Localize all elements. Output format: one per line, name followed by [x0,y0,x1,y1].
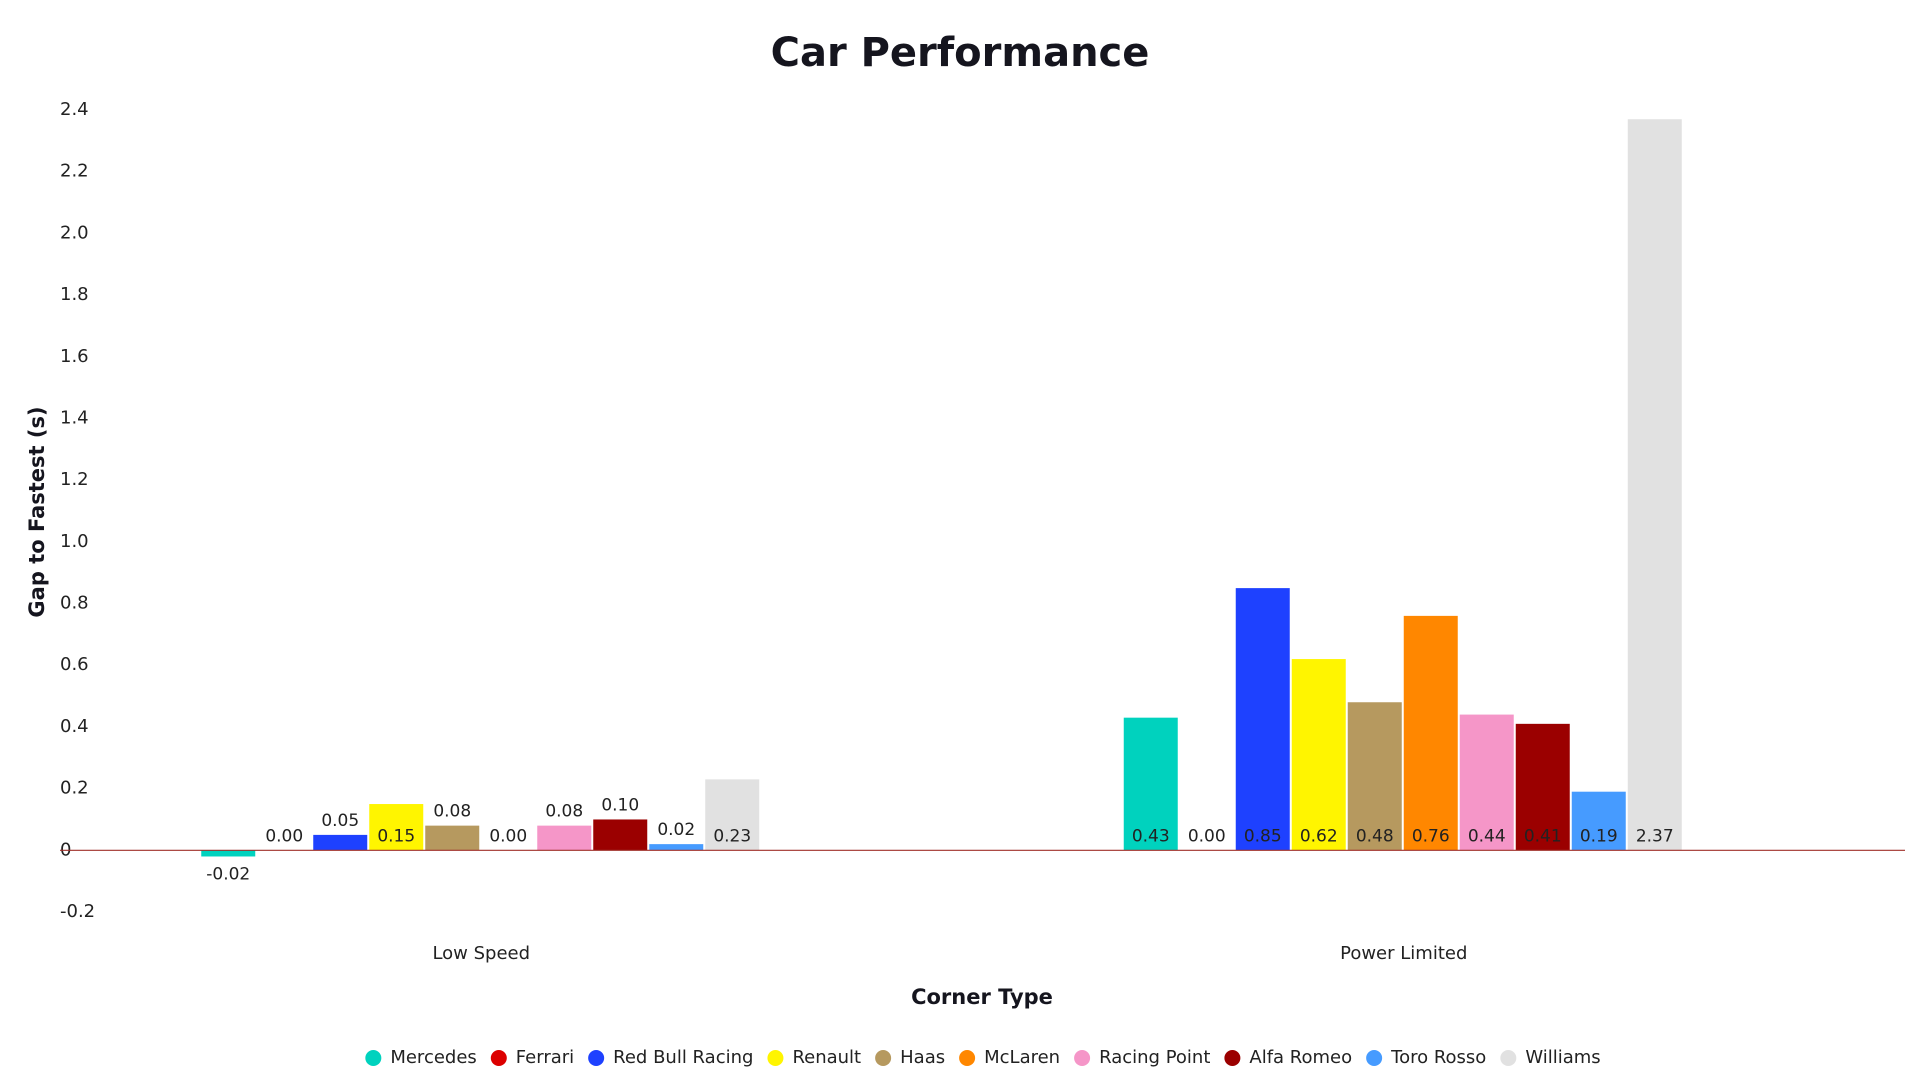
bar [1459,714,1514,851]
y-tick-label: 0.6 [60,654,89,675]
legend-label: Renault [792,1047,861,1068]
bar [1627,119,1682,851]
legend-marker [767,1050,784,1066]
legend: Mercedes Ferrari Red Bull Racing Renault Haa… [365,1047,1601,1068]
legend-marker [959,1050,976,1066]
bar [1571,791,1626,851]
value-label: -0.02 [206,864,250,884]
y-tick-label: 1.2 [60,469,89,490]
bar [425,825,480,851]
bar [1347,702,1402,851]
y-axis-title: Gap to Fastest (s) [25,406,49,617]
y-tick-label: 1.8 [60,284,89,305]
bar [313,834,368,851]
y-tick-label: -0.2 [60,901,95,922]
y-tick-label: 2.2 [60,161,89,182]
legend-label: Ferrari [516,1047,574,1068]
value-label: 0.44 [1468,826,1506,846]
bar [705,779,760,851]
value-label: 0.19 [1580,826,1618,846]
y-tick-label: 2.4 [60,99,89,120]
value-label: 0.05 [321,811,359,831]
bar [1235,588,1290,851]
legend-marker [875,1050,892,1066]
bar [201,850,256,857]
bar [649,844,704,851]
value-label: 0.43 [1132,826,1170,846]
bar [369,804,424,851]
value-label: 0.41 [1524,826,1562,846]
bar [1123,717,1178,851]
legend-marker [490,1050,507,1066]
value-label: 0.02 [657,820,695,840]
bar [1515,723,1570,851]
y-tick-label: 1.0 [60,531,89,552]
bar [537,825,592,851]
y-tick-label: 1.4 [60,407,89,428]
value-label: 0.08 [433,802,471,822]
value-label: 0.00 [1188,826,1226,846]
bar [593,819,648,851]
legend-marker [588,1050,605,1066]
value-label: 0.76 [1412,826,1450,846]
y-tick-label: 2.0 [60,222,89,243]
x-axis-title: Corner Type [911,985,1053,1009]
value-label: 0.62 [1300,826,1338,846]
legend-label: Red Bull Racing [613,1047,753,1068]
value-label: 0.48 [1356,826,1394,846]
bar [1291,659,1346,851]
value-label: 2.37 [1636,826,1674,846]
value-label: 0.10 [601,795,639,815]
value-label: 0.08 [545,802,583,822]
value-label: 0.23 [713,826,751,846]
y-tick-label: 0.8 [60,593,89,614]
bar [1403,615,1458,851]
legend-label: Haas [900,1047,945,1068]
legend-label: Mercedes [390,1047,476,1068]
legend-label: Toro Rosso [1390,1047,1486,1068]
x-tick-label: Low Speed [432,943,530,964]
legend-label: Alfa Romeo [1249,1047,1352,1068]
value-label: 0.00 [265,826,303,846]
x-tick-label: Power Limited [1340,943,1467,964]
value-label: 0.15 [377,826,415,846]
value-label: 0.85 [1244,826,1282,846]
legend-marker [1500,1050,1517,1066]
legend-marker [1366,1050,1383,1066]
legend-label: Williams [1525,1047,1600,1068]
legend-marker [365,1050,382,1066]
legend-label: Racing Point [1099,1047,1210,1068]
y-tick-label: 0.4 [60,716,89,737]
value-label: 0.00 [489,826,527,846]
y-tick-label: 1.6 [60,346,89,367]
y-tick-label: 0.2 [60,778,89,799]
legend-label: McLaren [984,1047,1060,1068]
chart-title: Car Performance [771,30,1150,76]
legend-marker [1224,1050,1241,1066]
legend-marker [1074,1050,1091,1066]
